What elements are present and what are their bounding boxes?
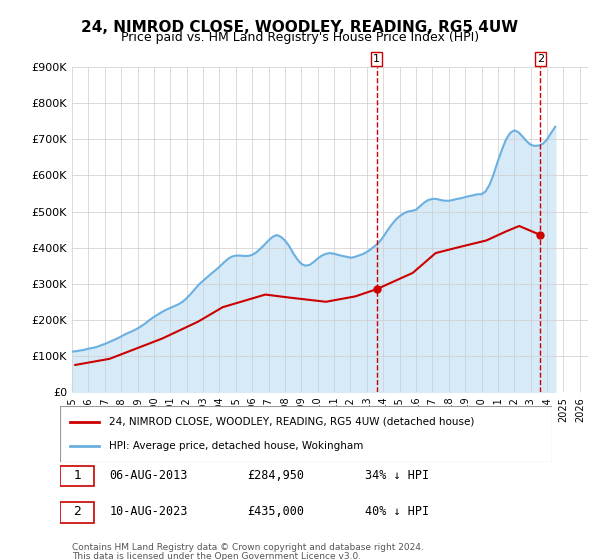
Text: HPI: Average price, detached house, Wokingham: HPI: Average price, detached house, Woki… (109, 441, 364, 451)
Text: 24, NIMROD CLOSE, WOODLEY, READING, RG5 4UW: 24, NIMROD CLOSE, WOODLEY, READING, RG5 … (82, 20, 518, 35)
Text: 1: 1 (373, 54, 380, 64)
Text: Price paid vs. HM Land Registry's House Price Index (HPI): Price paid vs. HM Land Registry's House … (121, 31, 479, 44)
Text: 2: 2 (73, 505, 81, 518)
Text: Contains HM Land Registry data © Crown copyright and database right 2024.: Contains HM Land Registry data © Crown c… (72, 543, 424, 552)
Text: £435,000: £435,000 (247, 505, 304, 518)
Text: 10-AUG-2023: 10-AUG-2023 (109, 505, 188, 518)
Text: 1: 1 (73, 469, 81, 482)
FancyBboxPatch shape (60, 502, 94, 522)
Text: This data is licensed under the Open Government Licence v3.0.: This data is licensed under the Open Gov… (72, 552, 361, 560)
Text: 2: 2 (537, 54, 544, 64)
Text: 40% ↓ HPI: 40% ↓ HPI (365, 505, 429, 518)
Text: £284,950: £284,950 (247, 469, 304, 482)
FancyBboxPatch shape (60, 406, 552, 462)
Text: 06-AUG-2013: 06-AUG-2013 (109, 469, 188, 482)
Text: 24, NIMROD CLOSE, WOODLEY, READING, RG5 4UW (detached house): 24, NIMROD CLOSE, WOODLEY, READING, RG5 … (109, 417, 475, 427)
Text: 34% ↓ HPI: 34% ↓ HPI (365, 469, 429, 482)
FancyBboxPatch shape (60, 466, 94, 486)
